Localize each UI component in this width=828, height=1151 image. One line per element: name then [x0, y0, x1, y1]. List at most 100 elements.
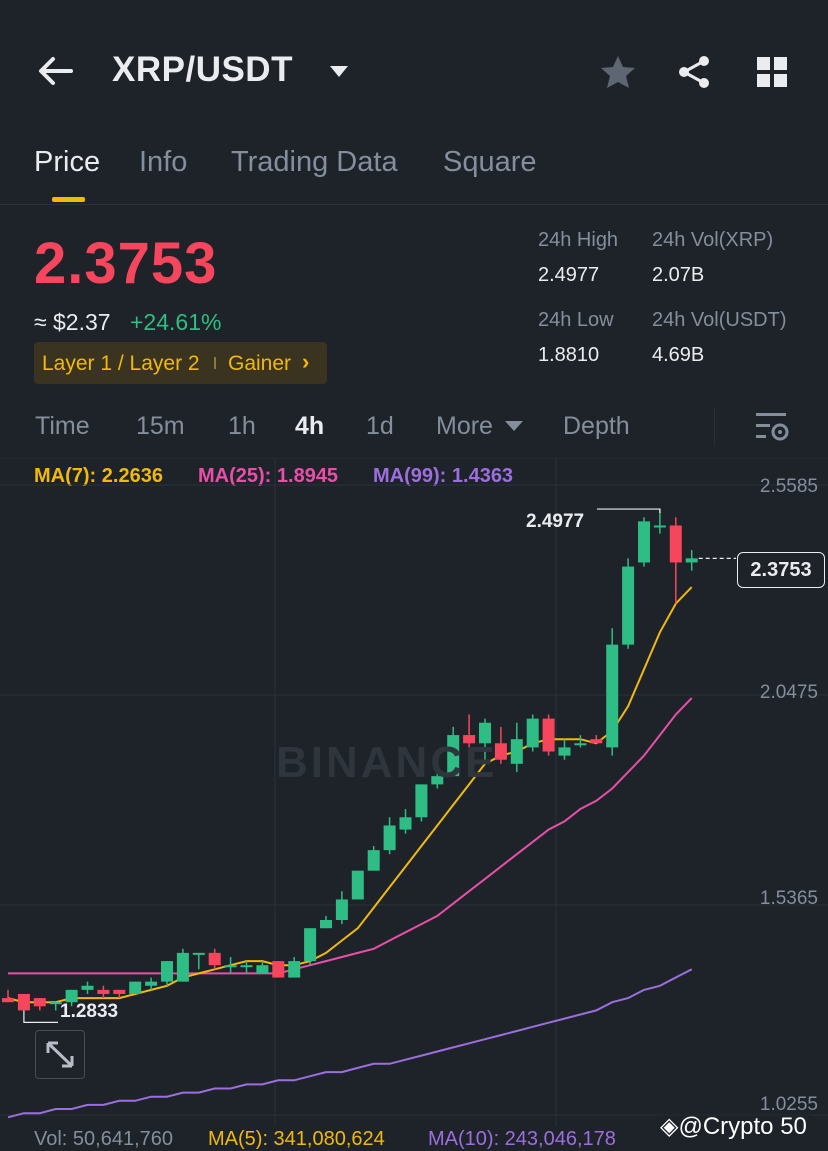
candle-body: [192, 952, 205, 955]
candle-body: [367, 850, 380, 871]
active-tab-indicator: [52, 197, 85, 202]
gainer-tag-label[interactable]: Gainer: [228, 352, 292, 375]
candle: [272, 961, 285, 978]
tab-price[interactable]: Price: [34, 146, 101, 178]
vol-xrp-label: 24h Vol(XRP): [652, 229, 774, 251]
tab-trading-data[interactable]: Trading Data: [231, 146, 398, 178]
candle-body: [510, 739, 523, 764]
candle: [622, 558, 635, 649]
candle-body: [399, 817, 412, 830]
candle-body: [685, 558, 698, 563]
vol-usdt-value: 4.69B: [652, 344, 705, 366]
category-tag[interactable]: [34, 342, 327, 384]
trading-pair-title[interactable]: XRP/USDT: [112, 50, 293, 89]
candle-body: [542, 718, 555, 752]
favorite-button[interactable]: [596, 50, 640, 94]
vol-usdt-label: 24h Vol(USDT): [652, 309, 787, 331]
candlestick-chart[interactable]: [0, 458, 828, 1126]
candle-body: [65, 989, 78, 1003]
candle-body: [383, 825, 396, 851]
candle: [653, 509, 666, 534]
chevron-right-icon[interactable]: ›: [302, 349, 310, 374]
interval-1h[interactable]: 1h: [228, 412, 256, 440]
tag-separator: [214, 357, 216, 369]
candle: [97, 985, 110, 999]
candle: [685, 550, 698, 571]
chevron-down-icon[interactable]: [504, 420, 524, 432]
candle-body: [638, 521, 650, 563]
interval-more[interactable]: More: [436, 412, 493, 440]
share-icon: [679, 56, 709, 88]
chevron-down-icon[interactable]: [330, 66, 348, 77]
volume-ma5-label: MA(5): 341,080,624: [208, 1128, 385, 1150]
candle: [574, 735, 587, 748]
candle-body: [431, 776, 444, 785]
ma25-label: MA(25): 1.8945: [198, 465, 339, 487]
candle: [367, 846, 380, 871]
candle: [447, 726, 460, 777]
candle: [224, 956, 237, 974]
ma99-label: MA(99): 1.4363: [373, 465, 514, 487]
interval-15m[interactable]: 15m: [136, 412, 185, 440]
candle-body: [669, 525, 682, 563]
price-markers: [23, 508, 736, 1024]
moving-average-lines: [7, 586, 693, 1119]
share-button[interactable]: [672, 50, 716, 94]
candle: [304, 928, 317, 966]
candle: [510, 722, 523, 773]
candle: [176, 948, 189, 982]
diamond-logo-icon: ◈: [660, 1113, 679, 1140]
low-marker-label: 1.2833: [60, 1001, 119, 1022]
candle: [542, 714, 555, 756]
candle-body: [494, 743, 507, 760]
price-change-percent: +24.61%: [130, 309, 222, 335]
expand-icon: [46, 1041, 74, 1068]
y-axis-label: 1.5365: [759, 888, 818, 909]
interval-time[interactable]: Time: [35, 412, 90, 440]
ma7-label: MA(7): 2.2636: [34, 465, 163, 487]
fullscreen-button[interactable]: [35, 1030, 85, 1079]
candle: [590, 735, 603, 744]
candle: [558, 739, 571, 760]
category-tag-label[interactable]: Layer 1 / Layer 2: [42, 352, 200, 375]
candle-body: [113, 989, 126, 994]
tab-info[interactable]: Info: [139, 146, 188, 178]
credit-text: @Crypto 50: [678, 1113, 807, 1140]
high-label: 24h High: [538, 229, 619, 251]
vol-xrp-value: 2.07B: [652, 264, 705, 286]
chart-settings-icon[interactable]: [754, 410, 790, 444]
candle-body: [304, 928, 317, 962]
back-button[interactable]: [30, 48, 80, 94]
candle: [669, 517, 682, 604]
candle-body: [335, 899, 348, 920]
candle-body: [224, 965, 237, 968]
y-axis-label: 2.0475: [759, 682, 818, 703]
candles: [2, 509, 698, 1011]
y-axis-label: 1.0255: [759, 1094, 818, 1115]
candle-body: [653, 525, 666, 528]
candle: [351, 870, 364, 900]
high-marker-label: 2.4977: [526, 511, 585, 532]
candle: [383, 817, 396, 855]
interval-1d[interactable]: 1d: [366, 412, 394, 440]
candle: [113, 989, 126, 999]
candle: [17, 993, 30, 1011]
candle: [335, 891, 348, 925]
candle-body: [81, 985, 94, 990]
tab-square[interactable]: Square: [443, 146, 537, 178]
high-marker-line: [597, 508, 661, 514]
star-icon: [601, 56, 635, 88]
candle: [463, 714, 476, 777]
candle-body: [2, 998, 14, 1003]
candle: [320, 915, 332, 929]
interval-4h[interactable]: 4h: [295, 412, 325, 440]
candle-body: [479, 722, 491, 744]
current-price-tag[interactable]: 2.3753: [737, 552, 825, 588]
candle: [431, 767, 444, 789]
depth-tab[interactable]: Depth: [563, 412, 630, 440]
grid-button[interactable]: [750, 50, 794, 94]
candle: [192, 952, 205, 970]
candle-body: [256, 965, 269, 974]
candle: [494, 726, 507, 764]
exchange-watermark: BINANCE: [276, 738, 498, 787]
